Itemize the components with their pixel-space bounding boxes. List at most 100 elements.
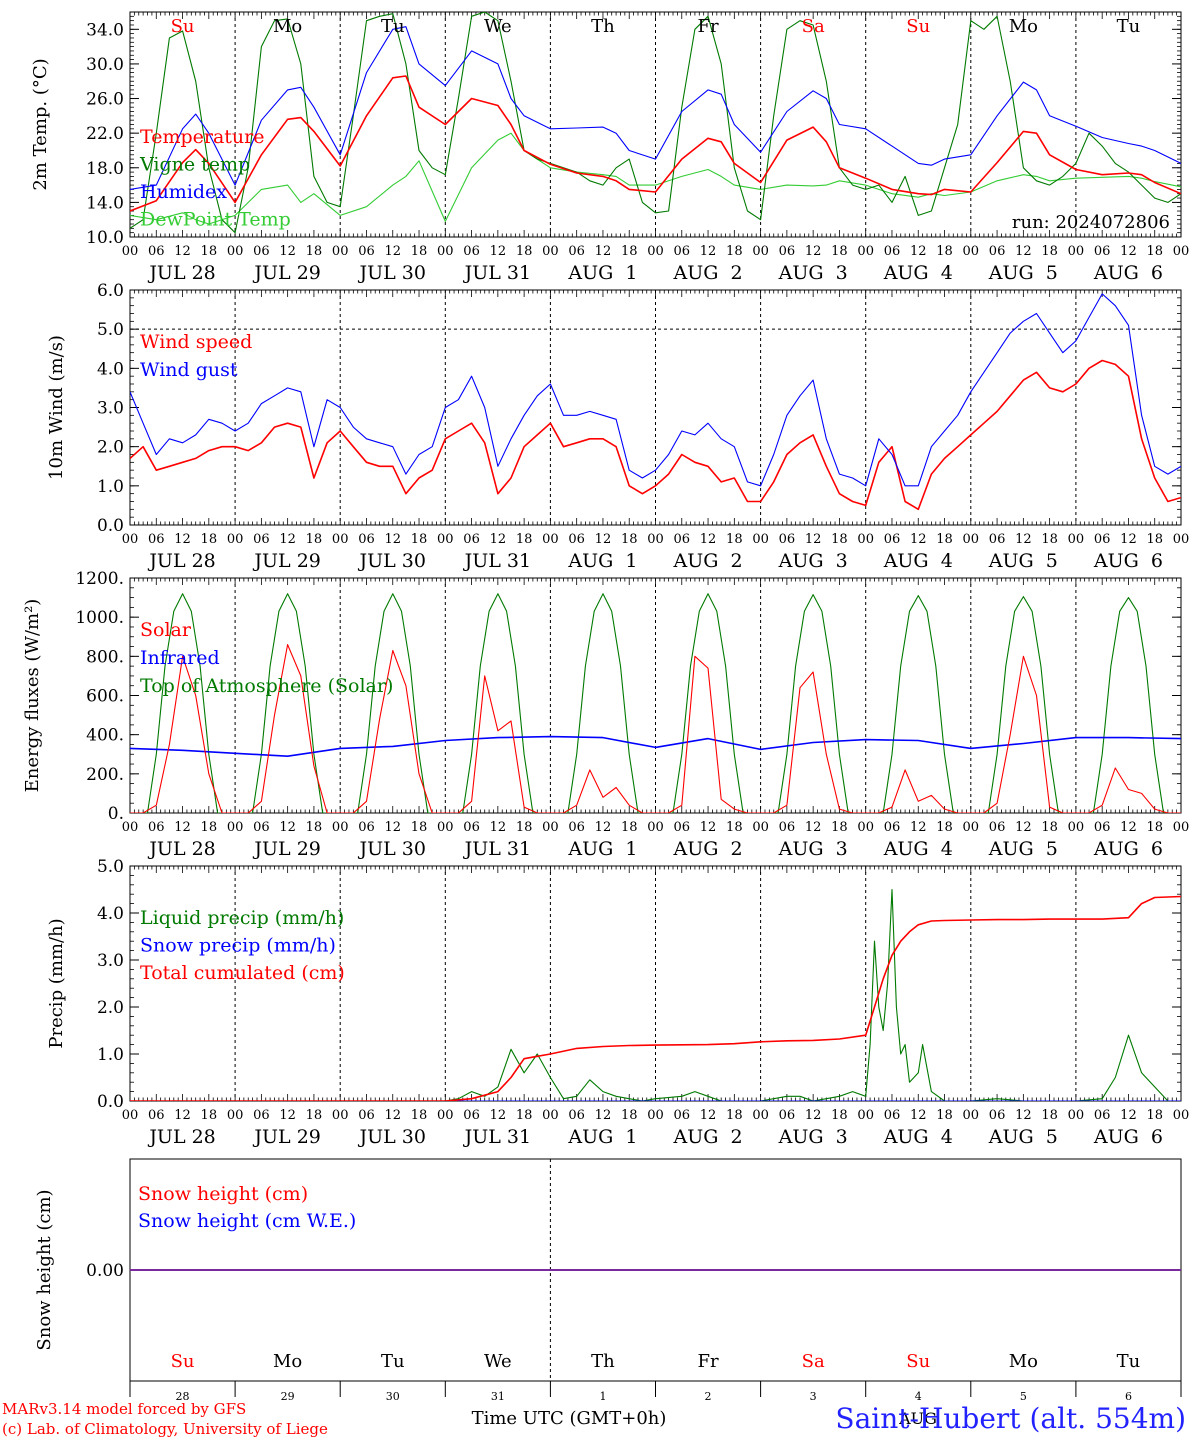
series-line-vigne-temp (130, 12, 1181, 234)
hour-tick-label: 18 (1146, 532, 1163, 547)
hour-tick-label: 06 (358, 532, 375, 547)
footer: MARv3.14 model forced by GFS (c) Lab. of… (2, 1400, 1186, 1438)
hour-tick-label: 18 (516, 532, 533, 547)
time-axis-label: Time UTC (GMT+0h) (472, 1408, 667, 1429)
hour-tick-label: 06 (779, 1108, 796, 1123)
y-tick-label: 1.0 (97, 1045, 124, 1065)
hour-tick-label: 18 (831, 532, 848, 547)
y-tick-label: 4.0 (97, 359, 124, 379)
day-number-label: 6 (1125, 1390, 1132, 1403)
day-label: AUG 5 (988, 550, 1058, 572)
weekday-label: Fr (698, 16, 719, 37)
hour-tick-label: 18 (831, 820, 848, 835)
hour-tick-label: 12 (1015, 532, 1032, 547)
hour-tick-label: 06 (568, 532, 585, 547)
hour-tick-label: 00 (227, 1108, 244, 1123)
hour-tick-label: 12 (1015, 820, 1032, 835)
hour-tick-label: 18 (1041, 820, 1058, 835)
hour-tick-label: 06 (463, 820, 480, 835)
series-line-liquid-precip-mm-h- (130, 888, 1181, 1101)
day-number-label: 29 (281, 1390, 295, 1403)
hour-tick-label: 12 (174, 244, 191, 259)
day-label: JUL 31 (463, 838, 531, 860)
hour-tick-label: 06 (989, 244, 1006, 259)
hour-tick-label: 00 (647, 244, 664, 259)
hour-tick-label: 06 (674, 532, 691, 547)
y-tick-label: 34.0 (86, 20, 124, 40)
legend-entry: Total cumulated (cm) (140, 962, 345, 984)
hour-tick-label: 00 (1068, 820, 1085, 835)
hour-tick-label: 18 (726, 532, 743, 547)
weekday-label: Fr (698, 1351, 719, 1372)
hour-tick-label: 18 (621, 820, 638, 835)
hour-tick-label: 00 (963, 532, 980, 547)
hour-tick-label: 00 (752, 820, 769, 835)
hour-tick-label: 06 (568, 1108, 585, 1123)
hour-tick-label: 00 (332, 1108, 349, 1123)
hour-tick-label: 12 (1120, 1108, 1137, 1123)
hour-tick-label: 00 (1068, 244, 1085, 259)
hour-tick-label: 00 (122, 1108, 139, 1123)
hour-tick-label: 06 (358, 1108, 375, 1123)
day-label: JUL 28 (147, 262, 215, 284)
y-tick-label: 200. (86, 765, 124, 785)
day-label: JUL 28 (147, 1126, 215, 1148)
hour-tick-label: 06 (674, 820, 691, 835)
y-tick-label: 0.0 (97, 1092, 124, 1112)
meteogram-panels: 00 06 12 18 00 06 12 18 00 06 12 18 00 06 12 18 00 06 12 18… (22, 11, 1190, 1403)
run-annotation: run: 2024072806 (1012, 212, 1170, 233)
hour-tick-label: 00 (752, 1108, 769, 1123)
weekday-label: Mo (1009, 16, 1038, 37)
series-line-solar (130, 644, 1181, 813)
hour-tick-label: 18 (621, 244, 638, 259)
y-tick-label: 2.0 (97, 438, 124, 458)
hour-tick-label: 00 (437, 820, 454, 835)
day-label: AUG 3 (778, 262, 848, 284)
hour-tick-label: 06 (1094, 820, 1111, 835)
hour-tick-label: 18 (1146, 820, 1163, 835)
hour-tick-label: 06 (1094, 532, 1111, 547)
day-label: AUG 6 (1093, 550, 1163, 572)
hour-tick-label: 06 (884, 532, 901, 547)
hour-tick-label: 18 (516, 1108, 533, 1123)
hour-tick-label: 12 (384, 820, 401, 835)
hour-tick-label: 18 (1146, 1108, 1163, 1123)
hour-tick-label: 06 (148, 1108, 165, 1123)
day-number-label: 28 (176, 1390, 190, 1403)
hour-tick-label: 18 (516, 244, 533, 259)
hour-tick-label: 06 (148, 532, 165, 547)
weekday-label: Mo (273, 1351, 302, 1372)
series-line-wind-gust (130, 293, 1181, 487)
hour-tick-label: 12 (595, 532, 612, 547)
day-number-label: 5 (1020, 1390, 1027, 1403)
y-tick-label: 18.0 (86, 159, 124, 179)
hour-tick-label: 12 (1120, 244, 1137, 259)
panel-2: 00 06 12 18 00 06 12 18 00 06 12 18 00 06 12 18 00 06 12 18… (46, 281, 1189, 572)
hour-tick-label: 00 (542, 820, 559, 835)
day-label: AUG 4 (883, 1126, 953, 1148)
station-title: Saint-Hubert (alt. 554m) (835, 1402, 1186, 1435)
y-tick-label: 600. (86, 687, 124, 707)
y-tick-label: 5.0 (97, 320, 124, 340)
hour-tick-label: 18 (831, 244, 848, 259)
legend-entry: Top of Atmosphere (Solar) (140, 675, 393, 697)
weekday-label: Th (591, 1351, 615, 1372)
legend-entry: Solar (140, 619, 192, 641)
hour-tick-label: 18 (411, 532, 428, 547)
series-line-humidex (130, 26, 1181, 190)
panel-3: 00 06 12 18 00 06 12 18 00 06 12 18 00 06 12 18 00 06 12 18… (22, 569, 1189, 860)
hour-tick-label: 18 (306, 532, 323, 547)
legend-entry: Snow height (cm) (138, 1183, 308, 1205)
weekday-label: Tu (1117, 16, 1141, 37)
hour-tick-label: 18 (201, 244, 218, 259)
hour-tick-label: 06 (253, 820, 270, 835)
hour-tick-label: 00 (1173, 1108, 1190, 1123)
hour-tick-label: 00 (332, 820, 349, 835)
y-axis-title: Snow height (cm) (34, 1189, 55, 1350)
hour-tick-label: 12 (700, 1108, 717, 1123)
hour-tick-label: 00 (857, 1108, 874, 1123)
hour-tick-label: 18 (201, 532, 218, 547)
hour-tick-label: 12 (1015, 1108, 1032, 1123)
hour-tick-label: 00 (122, 820, 139, 835)
